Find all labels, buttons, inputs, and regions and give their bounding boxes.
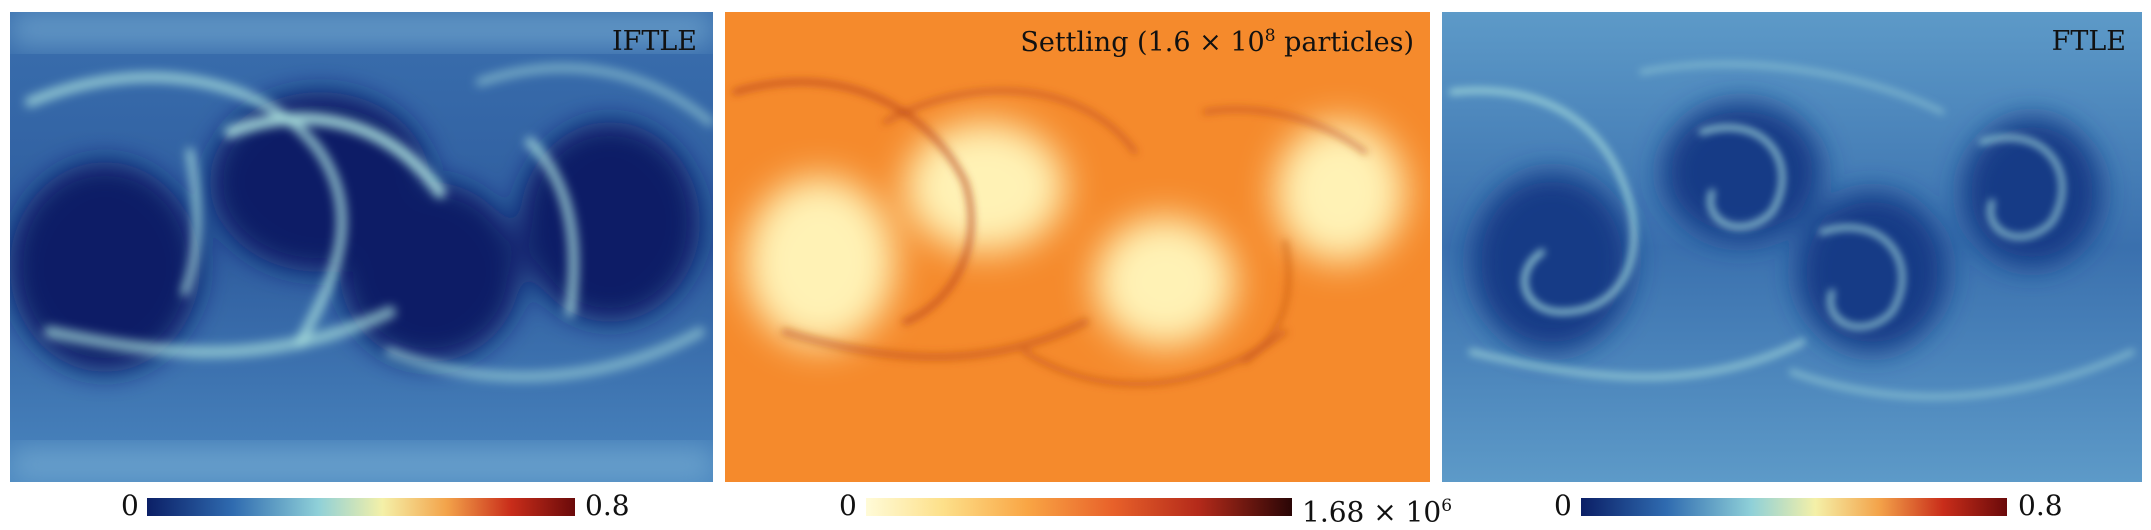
iftle-colorbar-min: 0	[121, 489, 139, 522]
settling-field-image	[725, 12, 1430, 482]
settling-panel: Settling (1.6 × 108 particles)	[725, 12, 1430, 482]
settling-label: Settling (1.6 × 108 particles)	[1020, 26, 1414, 58]
ftle-colorbar	[1581, 498, 2007, 516]
ftle-label: FTLE	[2051, 26, 2126, 57]
iftle-colorbar-max: 0.8	[585, 489, 630, 522]
settling-colorbar-min: 0	[839, 489, 857, 522]
ftle-colorbar-max: 0.8	[2018, 489, 2063, 522]
settling-colorbar-max: 1.68 × 106	[1302, 495, 1453, 529]
iftle-panel: IFTLE	[10, 12, 713, 482]
ftle-colorbar-min: 0	[1554, 489, 1572, 522]
iftle-colorbar	[147, 498, 575, 516]
ftle-panel: FTLE	[1442, 12, 2142, 482]
iftle-label: IFTLE	[611, 26, 697, 57]
iftle-field-image	[10, 12, 713, 482]
settling-colorbar	[866, 498, 1292, 516]
ftle-field-image	[1442, 12, 2142, 482]
